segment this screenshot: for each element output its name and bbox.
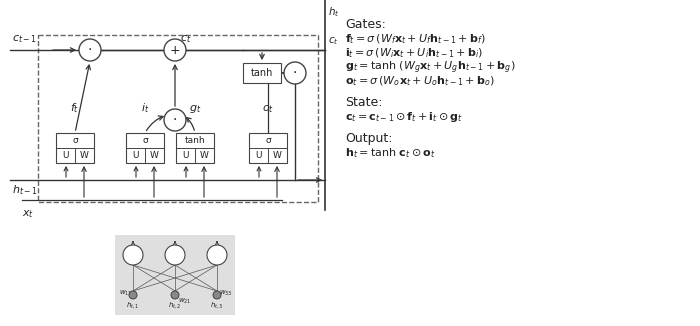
Circle shape	[165, 245, 185, 265]
Text: σ: σ	[265, 136, 271, 145]
Text: $h_t$: $h_t$	[328, 5, 339, 19]
Text: ·: ·	[88, 43, 92, 57]
Text: +: +	[169, 43, 181, 56]
Text: $i_t$: $i_t$	[141, 101, 149, 115]
Circle shape	[79, 39, 101, 61]
Text: $\mathbf{g}_t = \tanh\,(W_g\mathbf{x}_t + U_g\mathbf{h}_{t-1} + \mathbf{b}_g)$: $\mathbf{g}_t = \tanh\,(W_g\mathbf{x}_t …	[345, 60, 515, 76]
Text: $w_{21}$: $w_{21}$	[178, 297, 192, 306]
Bar	[126, 133, 164, 163]
Text: Gates:: Gates:	[345, 18, 386, 31]
Circle shape	[164, 109, 186, 131]
Bar	[38, 35, 318, 202]
FancyArrowPatch shape	[184, 167, 188, 177]
Text: $w_{33}$: $w_{33}$	[219, 289, 232, 298]
Text: $c_{t-1}$: $c_{t-1}$	[12, 33, 37, 45]
Circle shape	[284, 62, 306, 84]
Text: ·: ·	[293, 66, 297, 80]
Text: $\mathbf{c}_t = \mathbf{c}_{t-1} \odot \mathbf{f}_t + \mathbf{i}_t \odot \mathbf: $\mathbf{c}_t = \mathbf{c}_{t-1} \odot \…	[345, 110, 463, 124]
Circle shape	[207, 245, 227, 265]
Bar	[243, 63, 281, 83]
Bar	[56, 133, 94, 163]
Text: U: U	[256, 151, 262, 160]
Circle shape	[129, 291, 137, 299]
Text: $g_t$: $g_t$	[189, 103, 201, 115]
FancyArrowPatch shape	[186, 118, 195, 130]
Circle shape	[213, 291, 221, 299]
Text: W: W	[200, 151, 209, 160]
Text: Output:: Output:	[345, 132, 393, 145]
Text: U: U	[132, 151, 139, 160]
Circle shape	[123, 245, 143, 265]
Text: W: W	[150, 151, 159, 160]
Text: $h_{t-1}$: $h_{t-1}$	[12, 183, 38, 197]
Text: $w_{11}$: $w_{11}$	[119, 289, 132, 298]
Text: ·: ·	[173, 113, 177, 127]
Text: U: U	[62, 151, 69, 160]
FancyArrowPatch shape	[64, 167, 68, 177]
Circle shape	[164, 39, 186, 61]
Text: State:: State:	[345, 96, 382, 109]
Text: $x_t$: $x_t$	[22, 208, 34, 220]
Text: tanh: tanh	[251, 68, 273, 78]
Text: $c_t$: $c_t$	[328, 35, 339, 47]
Text: $o_t$: $o_t$	[262, 103, 274, 115]
Text: U: U	[182, 151, 189, 160]
FancyArrowPatch shape	[270, 70, 280, 76]
Text: $c_t$: $c_t$	[180, 33, 191, 45]
Text: $f_t$: $f_t$	[71, 101, 80, 115]
Text: tanh: tanh	[185, 136, 205, 145]
Text: $h_{t,2}$: $h_{t,2}$	[168, 300, 182, 310]
Text: $\mathbf{i}_t = \sigma\,(W_i\mathbf{x}_t + U_i\mathbf{h}_{t-1} + \mathbf{b}_i)$: $\mathbf{i}_t = \sigma\,(W_i\mathbf{x}_t…	[345, 46, 483, 60]
Text: σ: σ	[142, 136, 148, 145]
FancyArrowPatch shape	[146, 116, 163, 131]
Text: σ: σ	[72, 136, 78, 145]
Text: $h_{t,1}$: $h_{t,1}$	[126, 300, 140, 310]
Text: $\mathbf{f}_t = \sigma\,(W_f\mathbf{x}_t + U_f\mathbf{h}_{t-1} + \mathbf{b}_f)$: $\mathbf{f}_t = \sigma\,(W_f\mathbf{x}_t…	[345, 32, 486, 46]
FancyArrowPatch shape	[134, 167, 138, 177]
Text: $\mathbf{h}_t = \tanh\,\mathbf{c}_t \odot \mathbf{o}_t$: $\mathbf{h}_t = \tanh\,\mathbf{c}_t \odo…	[345, 146, 435, 160]
FancyArrowPatch shape	[257, 167, 261, 177]
Bar	[115, 235, 235, 315]
Text: W: W	[273, 151, 282, 160]
Text: $\mathbf{o}_t = \sigma\,(W_o\mathbf{x}_t + U_o\mathbf{h}_{t-1} + \mathbf{b}_o)$: $\mathbf{o}_t = \sigma\,(W_o\mathbf{x}_t…	[345, 74, 495, 88]
Text: W: W	[80, 151, 89, 160]
Circle shape	[171, 291, 179, 299]
Bar	[176, 133, 214, 163]
Text: $h_{t,3}$: $h_{t,3}$	[210, 300, 224, 310]
Bar	[249, 133, 287, 163]
